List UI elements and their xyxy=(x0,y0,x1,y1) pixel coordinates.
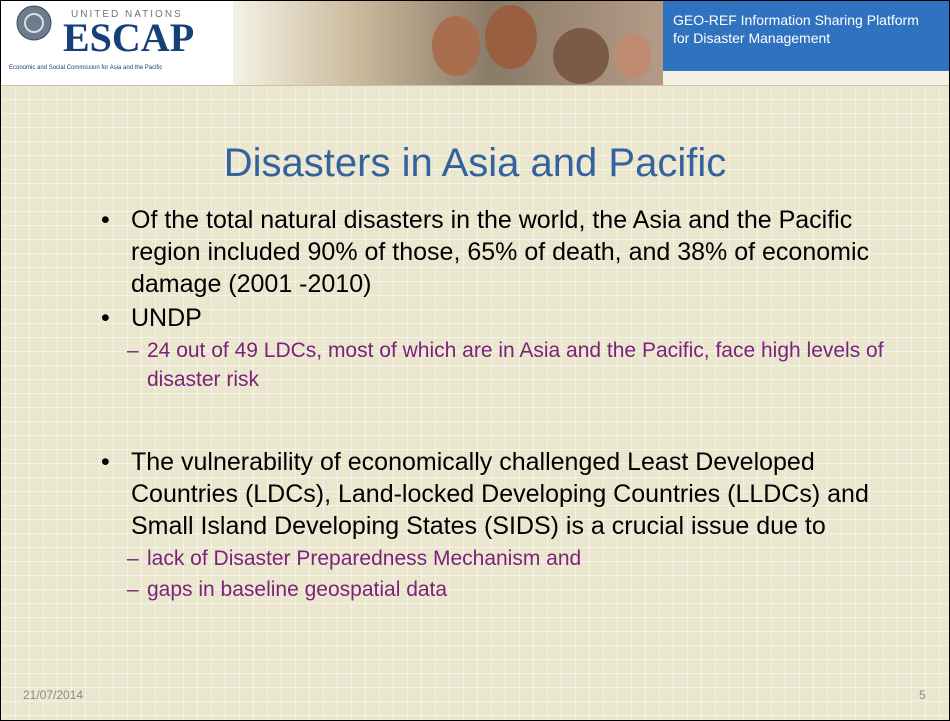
footer-date: 21/07/2014 xyxy=(23,688,83,702)
slide: UNITED NATIONS ESCAP Economic and Social… xyxy=(0,0,950,721)
banner: GEO-REF Information Sharing Platform for… xyxy=(663,1,949,71)
sub-bullet: 24 out of 49 LDCs, most of which are in … xyxy=(101,336,921,394)
photo-face xyxy=(432,16,480,76)
sub-bullet: gaps in baseline geospatial data xyxy=(101,575,921,604)
header-art: UNITED NATIONS ESCAP Economic and Social… xyxy=(1,1,663,85)
sub-bullet: lack of Disaster Preparedness Mechanism … xyxy=(101,544,921,573)
header: UNITED NATIONS ESCAP Economic and Social… xyxy=(1,1,949,86)
logo-tagline: Economic and Social Commission for Asia … xyxy=(9,65,162,71)
slide-title: Disasters in Asia and Pacific xyxy=(1,141,949,186)
photo-face xyxy=(485,5,537,69)
photo-face xyxy=(553,28,609,84)
page-number: 5 xyxy=(919,688,926,702)
bullet: UNDP xyxy=(101,302,921,334)
un-emblem xyxy=(17,6,51,40)
bullet: Of the total natural disasters in the wo… xyxy=(101,204,921,300)
slide-body: Of the total natural disasters in the wo… xyxy=(101,204,921,604)
logo-name: ESCAP xyxy=(63,15,194,60)
bullet: The vulnerability of economically challe… xyxy=(101,446,921,542)
photo-face xyxy=(615,34,651,78)
